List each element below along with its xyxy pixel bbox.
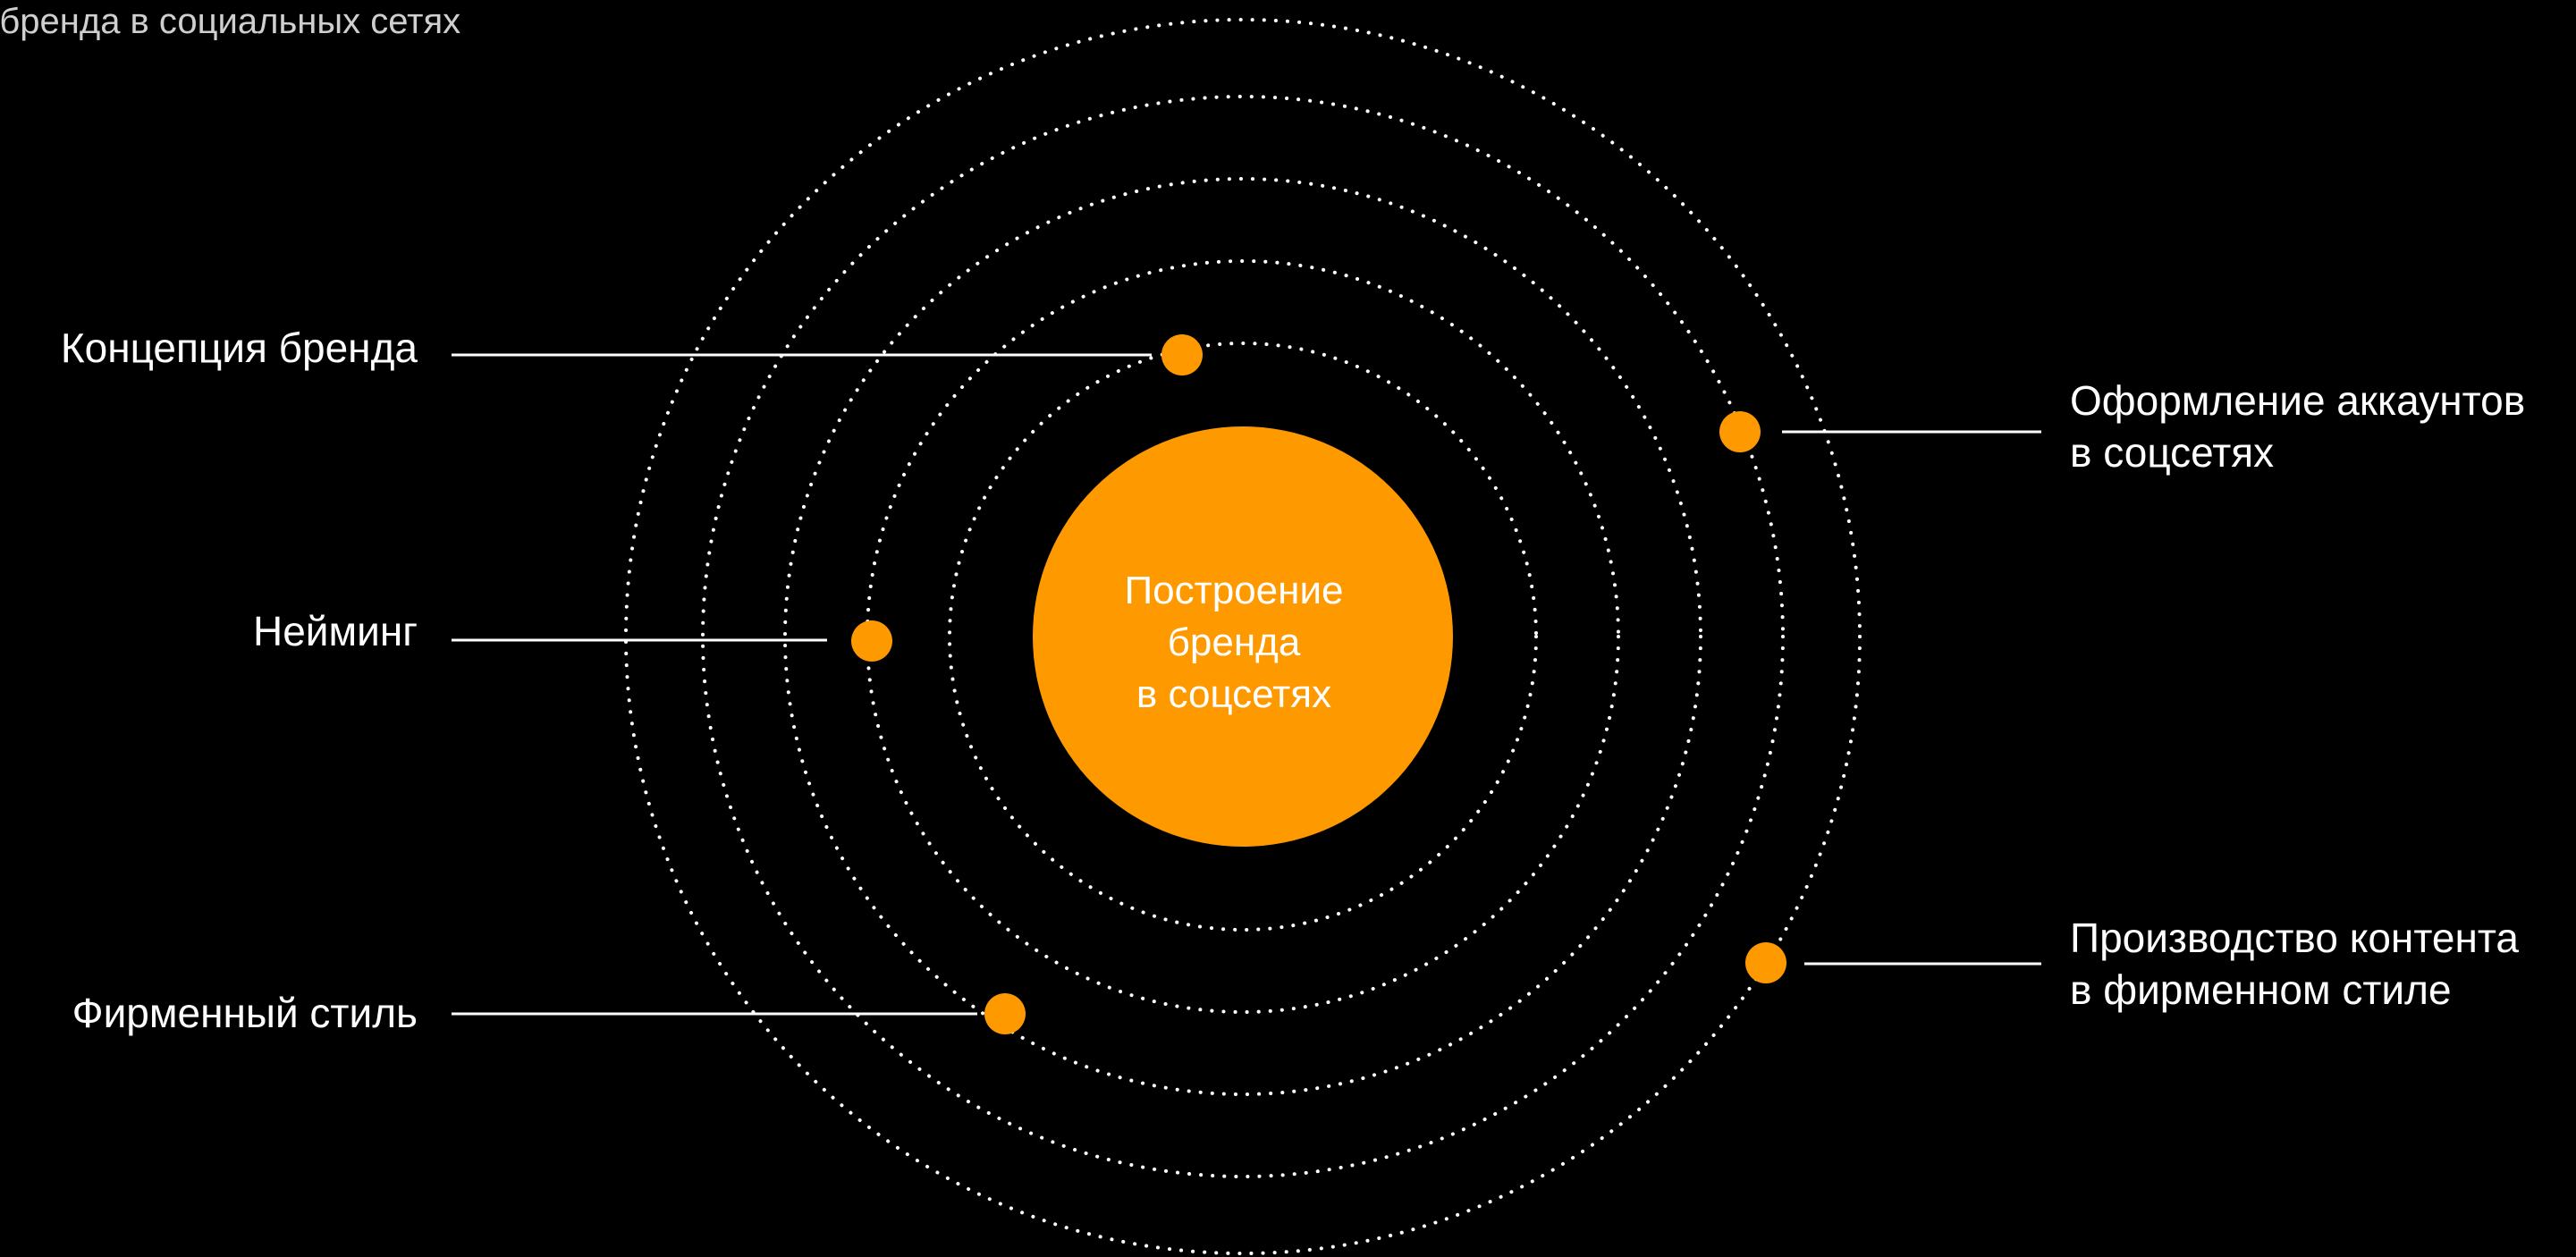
label-line: Оформление аккаунтов (2070, 377, 2526, 424)
orbit-ring-3 (783, 177, 1702, 1096)
center-label-line: Построение (1124, 569, 1344, 612)
label-concept: Концепция бренда (61, 322, 418, 374)
connector-lines (452, 353, 2041, 1016)
center-label-line: в соцсетях (1136, 672, 1332, 716)
orbit-dots (851, 334, 1786, 1034)
label-naming: Нейминг (253, 605, 418, 657)
label-line: в соцсетях (2070, 429, 2275, 476)
label-style: Фирменный стиль (72, 987, 418, 1039)
label-line: Нейминг (253, 608, 418, 654)
dot-content (1745, 942, 1786, 983)
label-line: Фирменный стиль (72, 990, 418, 1036)
label-line: в фирменном стиле (2070, 966, 2452, 1013)
orbit-ring-5 (624, 18, 1862, 1255)
dot-accounts (1719, 411, 1761, 452)
orbit-rings (624, 18, 1862, 1255)
label-accounts: Оформление аккаунтов в соцсетях (2070, 375, 2525, 478)
dot-concept (1161, 334, 1203, 375)
label-line: Концепция бренда (60, 325, 418, 371)
center-circle (1033, 426, 1453, 847)
dot-style (984, 993, 1026, 1034)
dot-naming (851, 620, 892, 662)
label-line: Производство контента (2070, 915, 2520, 961)
orbit-ring-2 (866, 259, 1620, 1014)
center-label-line: бренда (1167, 620, 1301, 664)
orbit-ring-1 (948, 342, 1538, 932)
orbit-ring-4 (701, 95, 1785, 1178)
diagram-caption: е бренда в социальных сетях (0, 2, 461, 41)
label-content: Производство контента в фирменном стиле (2070, 912, 2519, 1016)
center-label: Построение бренда в соцсетях (1046, 565, 1422, 721)
